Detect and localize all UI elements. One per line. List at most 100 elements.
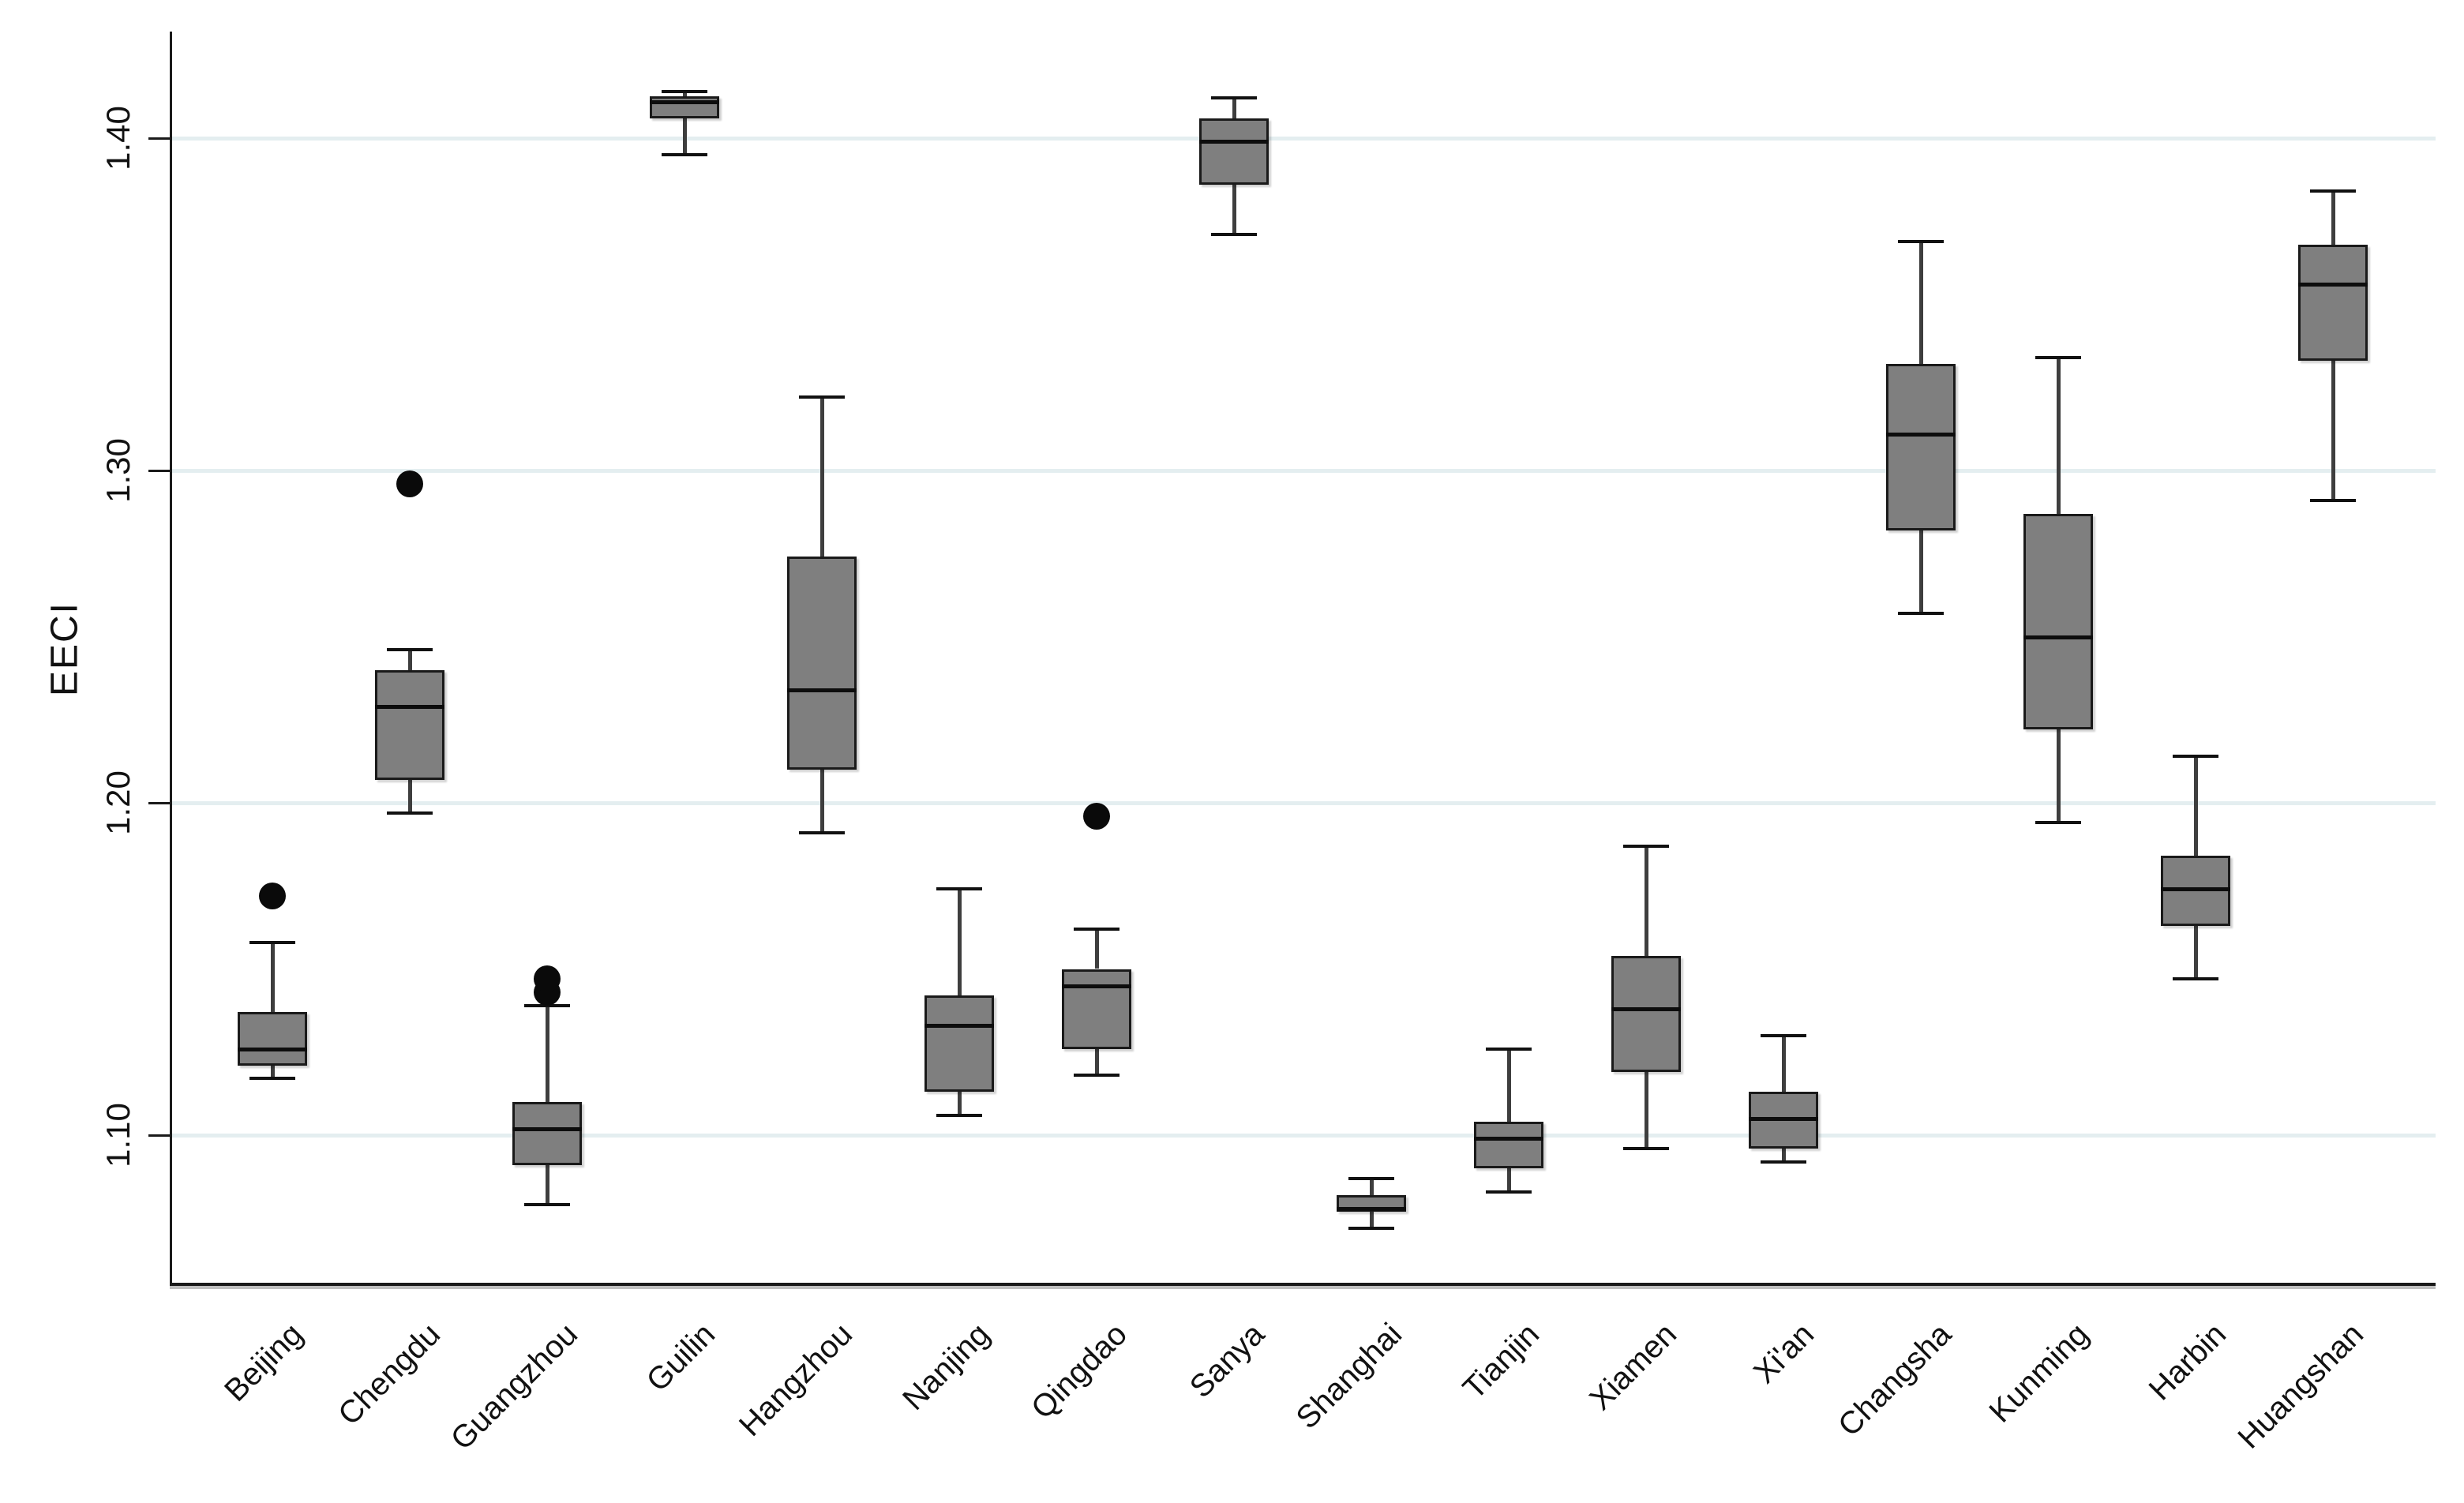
upper-whisker-sanya bbox=[1232, 98, 1236, 118]
lower-whisker-cap-harbin bbox=[2173, 977, 2218, 981]
upper-whisker-cap-sanya bbox=[1211, 96, 1257, 100]
box-kunming bbox=[2023, 513, 2093, 730]
median-huangshan bbox=[2298, 283, 2368, 287]
upper-whisker-cap-shanghai bbox=[1348, 1176, 1394, 1180]
y-tick-label-1.10: 1.10 bbox=[99, 1103, 137, 1168]
y-axis-line bbox=[170, 32, 172, 1284]
lower-whisker-xi-an bbox=[1782, 1148, 1786, 1162]
box-chengdu bbox=[375, 669, 444, 780]
median-xi-an bbox=[1749, 1116, 1818, 1121]
upper-whisker-tianjin bbox=[1507, 1048, 1511, 1123]
y-axis-tick-1.30 bbox=[148, 470, 171, 472]
box-qingdao bbox=[1062, 969, 1131, 1049]
y-axis-tick-1.20 bbox=[148, 802, 171, 804]
lower-whisker-cap-guilin bbox=[662, 153, 707, 157]
upper-whisker-guilin bbox=[683, 92, 687, 97]
outlier-guangzhou-2 bbox=[534, 965, 561, 993]
median-sanya bbox=[1199, 140, 1269, 144]
lower-whisker-cap-xi-an bbox=[1761, 1160, 1806, 1164]
upper-whisker-xiamen bbox=[1645, 845, 1648, 956]
upper-whisker-shanghai bbox=[1370, 1178, 1374, 1195]
upper-whisker-cap-harbin bbox=[2173, 755, 2218, 759]
outlier-beijing-1 bbox=[259, 882, 286, 909]
upper-whisker-cap-xi-an bbox=[1761, 1033, 1806, 1037]
upper-whisker-cap-xiamen bbox=[1623, 844, 1669, 848]
median-harbin bbox=[2161, 887, 2230, 892]
median-guangzhou bbox=[512, 1126, 582, 1131]
y-axis-tick-1.40 bbox=[148, 137, 171, 140]
upper-whisker-guangzhou bbox=[546, 1005, 549, 1102]
upper-whisker-xi-an bbox=[1782, 1035, 1786, 1093]
median-beijing bbox=[238, 1047, 307, 1051]
upper-whisker-cap-qingdao bbox=[1074, 927, 1119, 931]
lower-whisker-nanjing bbox=[958, 1092, 962, 1115]
lower-whisker-harbin bbox=[2194, 925, 2198, 980]
lower-whisker-changsha bbox=[1919, 530, 1923, 614]
upper-whisker-beijing bbox=[271, 942, 275, 1013]
median-hangzhou bbox=[787, 688, 857, 692]
upper-whisker-nanjing bbox=[958, 889, 962, 996]
upper-whisker-harbin bbox=[2194, 756, 2198, 856]
lower-whisker-guangzhou bbox=[546, 1164, 549, 1205]
outlier-qingdao-1 bbox=[1083, 802, 1110, 830]
lower-whisker-cap-guangzhou bbox=[524, 1203, 570, 1207]
lower-whisker-tianjin bbox=[1507, 1168, 1511, 1192]
lower-whisker-cap-huangshan bbox=[2310, 498, 2356, 502]
lower-whisker-cap-shanghai bbox=[1348, 1226, 1394, 1230]
box-tianjin bbox=[1474, 1122, 1543, 1169]
lower-whisker-sanya bbox=[1232, 184, 1236, 235]
gridline-1.20 bbox=[171, 801, 2436, 805]
upper-whisker-cap-tianjin bbox=[1486, 1047, 1532, 1051]
upper-whisker-cap-changsha bbox=[1898, 239, 1944, 243]
y-axis-tick-1.10 bbox=[148, 1134, 171, 1137]
upper-whisker-huangshan bbox=[2331, 191, 2335, 245]
box-guangzhou bbox=[512, 1101, 582, 1165]
median-kunming bbox=[2023, 635, 2093, 639]
y-axis-title: EECI bbox=[43, 601, 86, 697]
lower-whisker-guilin bbox=[683, 118, 687, 156]
lower-whisker-hangzhou bbox=[820, 769, 824, 833]
box-nanjing bbox=[924, 995, 994, 1093]
upper-whisker-cap-kunming bbox=[2035, 355, 2081, 359]
box-changsha bbox=[1886, 364, 1956, 530]
lower-whisker-huangshan bbox=[2331, 361, 2335, 500]
upper-whisker-cap-guilin bbox=[662, 90, 707, 94]
upper-whisker-changsha bbox=[1919, 241, 1923, 365]
box-xiamen bbox=[1611, 955, 1681, 1072]
y-tick-label-1.20: 1.20 bbox=[99, 770, 137, 835]
lower-whisker-cap-beijing bbox=[249, 1077, 295, 1081]
y-tick-label-1.30: 1.30 bbox=[99, 438, 137, 503]
gridline-1.30 bbox=[171, 469, 2436, 473]
lower-whisker-cap-chengdu bbox=[387, 811, 433, 815]
upper-whisker-qingdao bbox=[1095, 928, 1099, 969]
median-chengdu bbox=[375, 704, 444, 709]
median-qingdao bbox=[1062, 984, 1131, 988]
lower-whisker-cap-tianjin bbox=[1486, 1190, 1532, 1194]
x-axis-line bbox=[170, 1283, 2436, 1286]
upper-whisker-cap-chengdu bbox=[387, 648, 433, 652]
y-tick-label-1.40: 1.40 bbox=[99, 106, 137, 171]
upper-whisker-kunming bbox=[2057, 357, 2061, 514]
upper-whisker-cap-hangzhou bbox=[799, 395, 845, 399]
upper-whisker-cap-beijing bbox=[249, 940, 295, 944]
box-sanya bbox=[1199, 118, 1269, 185]
lower-whisker-cap-xiamen bbox=[1623, 1146, 1669, 1150]
lower-whisker-qingdao bbox=[1095, 1048, 1099, 1076]
gridline-1.40 bbox=[171, 137, 2436, 141]
upper-whisker-cap-nanjing bbox=[936, 887, 982, 891]
lower-whisker-kunming bbox=[2057, 729, 2061, 823]
lower-whisker-xiamen bbox=[1645, 1072, 1648, 1149]
box-huangshan bbox=[2298, 244, 2368, 362]
median-changsha bbox=[1886, 432, 1956, 437]
median-xiamen bbox=[1611, 1007, 1681, 1012]
gridline-1.10 bbox=[171, 1134, 2436, 1138]
upper-whisker-hangzhou bbox=[820, 397, 824, 557]
lower-whisker-cap-nanjing bbox=[936, 1113, 982, 1117]
lower-whisker-cap-qingdao bbox=[1074, 1074, 1119, 1078]
lower-whisker-cap-kunming bbox=[2035, 821, 2081, 825]
lower-whisker-cap-changsha bbox=[1898, 612, 1944, 616]
lower-whisker-shanghai bbox=[1370, 1211, 1374, 1228]
median-shanghai bbox=[1337, 1206, 1406, 1211]
box-beijing bbox=[238, 1012, 307, 1066]
lower-whisker-cap-hangzhou bbox=[799, 830, 845, 834]
